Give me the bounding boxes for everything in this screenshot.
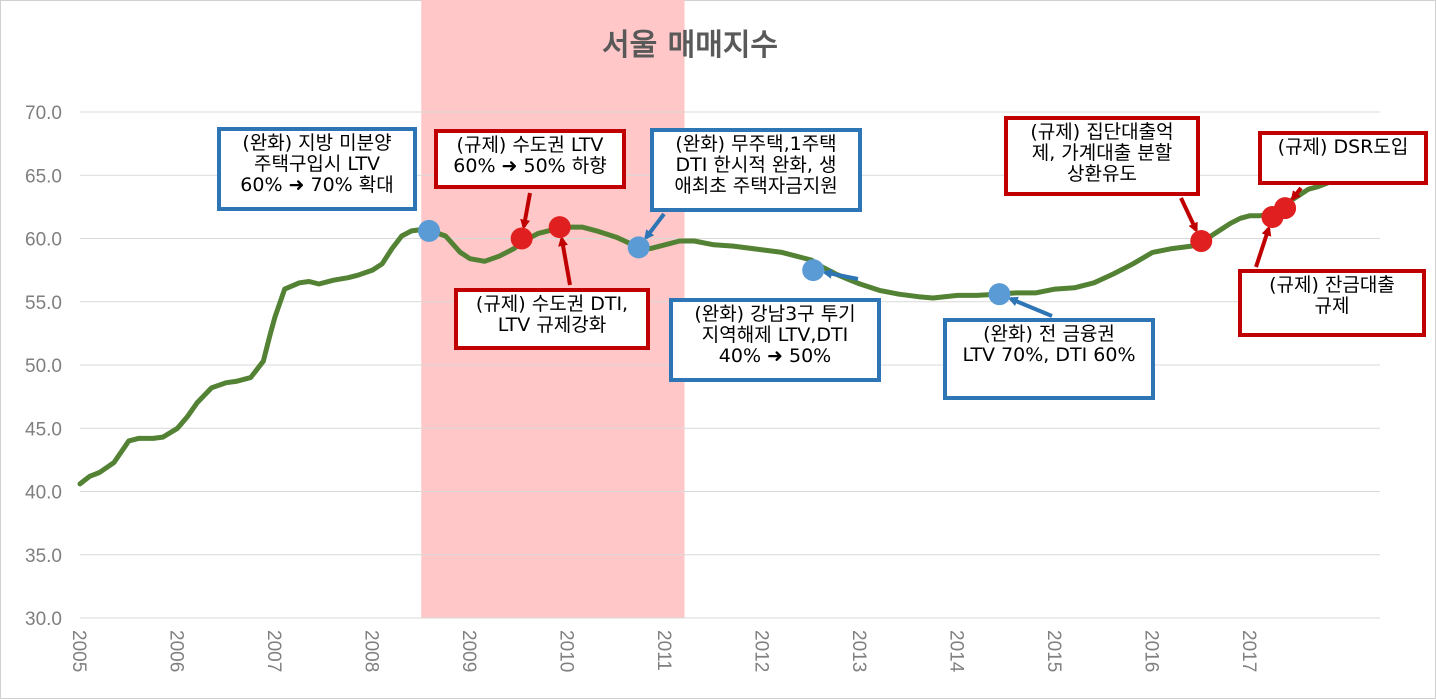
easing-annotation: (완화) 무주택,1주택 DTI 한시적 완화, 생 애최초 주택자금지원	[650, 128, 862, 212]
event-arrow	[558, 235, 572, 286]
easing-event-marker	[988, 283, 1011, 306]
event-arrow	[1179, 197, 1198, 233]
x-tick-label: 2008	[361, 630, 382, 672]
y-tick-label: 65.0	[25, 166, 62, 187]
regulation-annotation: (규제) DSR도입	[1258, 131, 1428, 185]
y-tick-label: 50.0	[25, 356, 62, 377]
x-tick-label: 2005	[68, 630, 89, 672]
chart-title: 서울 매매지수	[602, 28, 778, 63]
event-arrow	[644, 212, 666, 241]
y-tick-label: 60.0	[25, 230, 62, 251]
easing-annotation: (완화) 전 금융권 LTV 70%, DTI 60%	[943, 318, 1155, 400]
x-tick-label: 2012	[751, 630, 772, 672]
event-arrow	[520, 192, 532, 230]
y-tick-label: 40.0	[25, 483, 62, 504]
x-tick-label: 2007	[263, 630, 284, 672]
event-arrow	[1290, 186, 1303, 202]
x-tick-label: 2013	[848, 630, 869, 672]
regulation-annotation: (규제) 수도권 DTI, LTV 규제강화	[454, 288, 650, 350]
x-tick-label: 2017	[1238, 630, 1259, 672]
easing-event-marker	[802, 259, 825, 282]
regulation-event-marker	[1190, 230, 1213, 253]
x-tick-label: 2006	[166, 630, 187, 672]
regulation-event-marker	[1274, 197, 1297, 220]
easing-annotation: (완화) 강남3구 투기 지역해제 LTV,DTI 40% ➜ 50%	[669, 298, 881, 382]
easing-event-marker	[627, 236, 650, 259]
y-tick-label: 35.0	[25, 546, 62, 567]
x-tick-label: 2009	[458, 630, 479, 672]
event-arrow	[822, 268, 859, 281]
regulation-annotation: (규제) 잔금대출 규제	[1238, 269, 1426, 337]
x-tick-label: 2010	[556, 630, 577, 672]
easing-annotation: (완화) 지방 미분양 주택구입시 LTV 60% ➜ 70% 확대	[217, 127, 417, 211]
x-tick-label: 2016	[1141, 630, 1162, 672]
event-arrow	[1007, 296, 1053, 318]
x-tick-label: 2015	[1043, 630, 1064, 672]
regulation-event-marker	[510, 227, 533, 250]
regulation-annotation: (규제) 수도권 LTV 60% ➜ 50% 하향	[434, 129, 626, 189]
event-arrow	[1254, 225, 1272, 268]
x-tick-label: 2014	[946, 630, 967, 673]
y-tick-label: 55.0	[25, 293, 62, 314]
y-tick-label: 70.0	[25, 103, 62, 124]
y-tick-label: 30.0	[25, 609, 62, 630]
regulation-event-marker	[548, 216, 571, 239]
y-tick-label: 45.0	[25, 419, 62, 440]
easing-event-marker	[418, 219, 441, 242]
x-tick-label: 2011	[653, 630, 674, 671]
regulation-annotation: (규제) 집단대출억 제, 가계대출 분할 상환유도	[1004, 116, 1200, 196]
